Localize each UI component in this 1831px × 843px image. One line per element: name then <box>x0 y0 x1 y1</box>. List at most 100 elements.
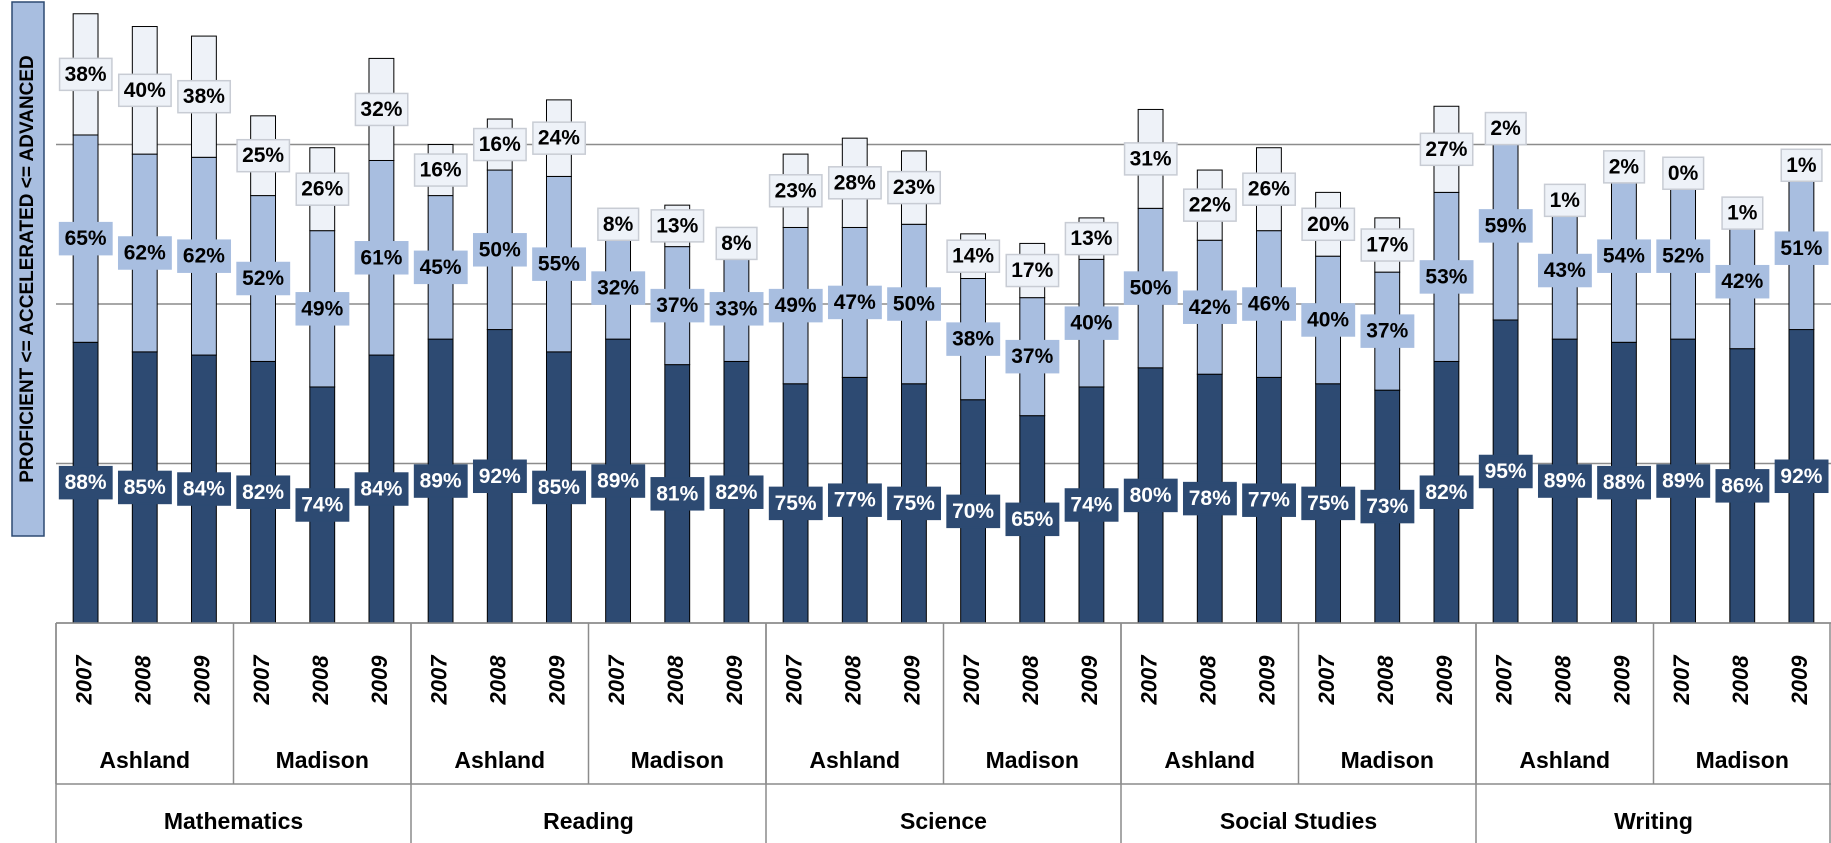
x-tick-label: 2007 <box>1314 654 1339 706</box>
value-label: 16% <box>413 153 468 187</box>
school-label: Ashland <box>99 747 190 773</box>
value-label-box <box>1419 132 1474 167</box>
value-label: 17% <box>1360 228 1415 262</box>
value-label: 74% <box>295 488 350 522</box>
value-label: 26% <box>1242 172 1297 206</box>
value-label-text: 92% <box>479 465 521 488</box>
value-label: 16% <box>472 127 527 162</box>
subject-label: Science <box>900 808 987 834</box>
value-label-text: 46% <box>1248 293 1290 316</box>
value-label: 46% <box>1242 287 1297 321</box>
value-label: 13% <box>1064 221 1119 256</box>
y-axis-title: PROFICIENT <= ACCELERATED <= ADVANCED <box>17 55 38 483</box>
value-label: 89% <box>1537 464 1592 498</box>
value-label: 8% <box>597 207 640 242</box>
value-label-text: 89% <box>1544 470 1586 493</box>
value-label: 89% <box>591 464 646 498</box>
subject-label: Mathematics <box>164 808 303 834</box>
value-label-text: 25% <box>242 144 284 167</box>
value-label-box <box>650 477 705 511</box>
value-label-box <box>354 241 409 275</box>
x-tick-label: 2008 <box>1373 655 1398 706</box>
value-label: 50% <box>1123 271 1178 305</box>
value-label: 82% <box>236 475 291 509</box>
x-tick-label: 2008 <box>841 655 866 706</box>
school-label: Ashland <box>1164 747 1255 773</box>
value-label: 23% <box>768 174 823 208</box>
value-label-text: 1% <box>1786 154 1817 177</box>
value-label-box <box>1242 172 1297 206</box>
value-label-text: 77% <box>1248 489 1290 512</box>
value-label-text: 70% <box>952 500 994 523</box>
value-label: 61% <box>354 241 409 275</box>
value-label: 1% <box>1721 196 1764 230</box>
value-label-box <box>1478 209 1533 243</box>
value-label-text: 53% <box>1425 265 1467 288</box>
value-label-box <box>58 57 113 92</box>
value-label-text: 37% <box>1366 320 1408 343</box>
value-label-box <box>1419 260 1474 294</box>
x-tick-label: 2009 <box>900 655 925 706</box>
value-label: 84% <box>177 472 232 506</box>
value-label: 23% <box>887 170 942 205</box>
value-label-text: 75% <box>893 492 935 515</box>
value-label: 62% <box>117 236 172 270</box>
value-label-text: 59% <box>1485 214 1527 237</box>
value-label: 85% <box>532 470 587 505</box>
value-label-box <box>1715 469 1770 503</box>
value-label-box <box>768 486 823 521</box>
x-tick-label: 2007 <box>604 654 629 706</box>
value-label-box <box>597 207 640 242</box>
value-label-box <box>472 459 527 494</box>
subject-label: Writing <box>1614 808 1693 834</box>
value-label-box <box>1064 221 1119 256</box>
value-label-text: 38% <box>952 328 994 351</box>
value-label-text: 2% <box>1609 155 1640 178</box>
value-label-box <box>117 73 172 108</box>
value-label-text: 13% <box>656 214 698 237</box>
value-label-box <box>1774 231 1829 265</box>
value-label: 51% <box>1774 231 1829 265</box>
value-label-text: 49% <box>775 294 817 317</box>
value-label-box <box>117 470 172 505</box>
value-label-text: 86% <box>1721 474 1763 497</box>
value-label: 1% <box>1543 183 1586 218</box>
value-label-box <box>887 486 942 521</box>
value-label-box <box>709 475 764 509</box>
value-label-box <box>709 292 764 326</box>
y-axis-title-box <box>11 1 45 537</box>
value-label-text: 73% <box>1366 495 1408 518</box>
x-tick-label: 2007 <box>71 654 96 706</box>
value-label-text: 20% <box>1307 213 1349 236</box>
value-label-text: 27% <box>1425 138 1467 161</box>
value-label: 37% <box>1005 339 1060 374</box>
value-label-text: 50% <box>893 293 935 316</box>
x-tick-label: 2008 <box>1728 655 1753 706</box>
value-label-box <box>532 470 587 505</box>
value-label: 77% <box>827 483 882 517</box>
x-tick-label: 2009 <box>1610 655 1635 706</box>
value-label-box <box>1005 502 1060 537</box>
value-label: 32% <box>591 271 646 305</box>
x-tick-label: 2009 <box>1787 655 1812 706</box>
value-label: 2% <box>1602 150 1646 184</box>
value-label: 2% <box>1484 111 1527 146</box>
value-label-box <box>887 170 942 205</box>
subject-label: Reading <box>543 808 634 834</box>
value-label-text: 62% <box>183 245 225 268</box>
value-label: 82% <box>709 475 764 509</box>
x-tick-label: 2009 <box>1432 655 1457 706</box>
value-label-text: 82% <box>242 481 284 504</box>
value-label-text: 52% <box>1662 245 1704 268</box>
value-label: 80% <box>1123 478 1178 513</box>
value-label-text: 16% <box>479 133 521 156</box>
value-label-text: 40% <box>1070 312 1112 335</box>
value-label: 43% <box>1537 253 1592 288</box>
value-label-box <box>768 288 823 323</box>
value-label-text: 84% <box>360 478 402 501</box>
value-label: 47% <box>827 285 882 320</box>
school-label: Ashland <box>809 747 900 773</box>
value-label: 55% <box>532 247 587 281</box>
value-label: 49% <box>295 292 350 326</box>
